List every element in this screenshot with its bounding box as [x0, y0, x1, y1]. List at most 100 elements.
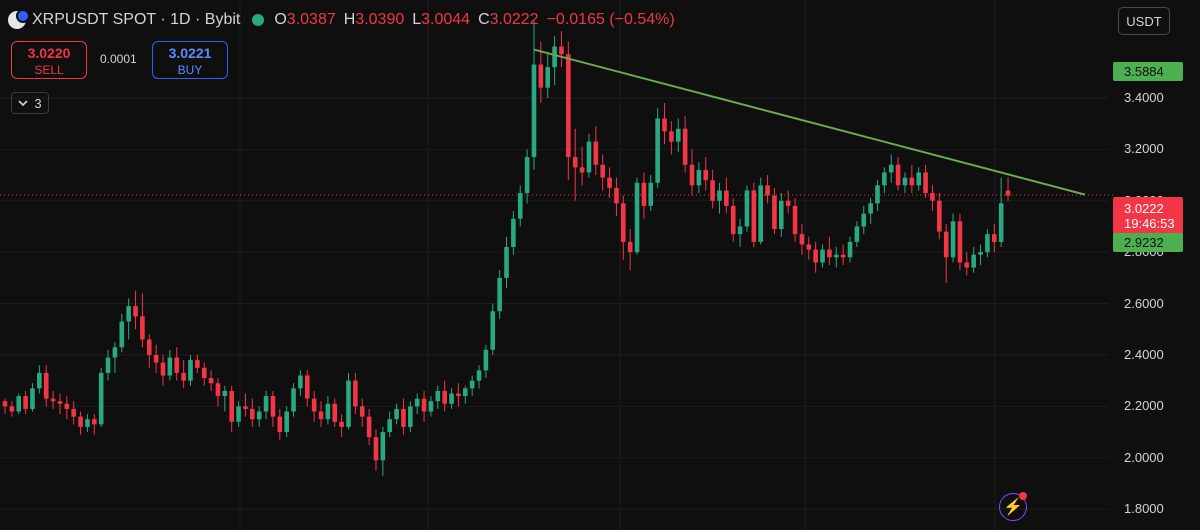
candle-body [304, 375, 310, 399]
candle-body [85, 419, 90, 427]
candle-body [703, 169, 709, 181]
candle-body [916, 172, 922, 186]
candle-body [497, 277, 502, 312]
candle-body [765, 185, 770, 196]
candle-body [174, 357, 180, 373]
candle-body [655, 118, 660, 183]
candle-body [201, 367, 207, 379]
candle-body [792, 205, 798, 235]
candle-body [160, 362, 166, 376]
candle-body [579, 167, 585, 173]
candle-body [923, 172, 928, 194]
sell-price: 3.0220 [27, 45, 71, 61]
candle-body [621, 203, 626, 242]
indicators-count: 3 [34, 95, 42, 111]
candle-body [964, 262, 970, 268]
candle-body [868, 203, 873, 214]
candle-body [250, 408, 255, 420]
candle-body [669, 131, 674, 142]
buy-label: BUY [177, 63, 203, 77]
candle-body [504, 247, 509, 278]
candle-body [627, 241, 633, 253]
candle-body [710, 180, 715, 201]
candle-body [545, 67, 551, 88]
candle-body [827, 249, 832, 258]
candle-body [779, 200, 784, 230]
candle-body [490, 311, 496, 350]
candle-body [806, 244, 812, 250]
candle-body [971, 254, 976, 268]
y-tick-label: 2.0000 [1124, 449, 1164, 465]
candle-body [332, 403, 338, 422]
y-tick-label: 3.4000 [1124, 89, 1164, 105]
y-tick-label: 3.2000 [1124, 141, 1164, 157]
candle-body [469, 380, 475, 389]
candle-body [339, 421, 344, 427]
candle-body [593, 141, 599, 165]
symbol-title[interactable]: XRPUSDT SPOT · 1D · Bybit [32, 11, 241, 28]
candle-body [311, 398, 317, 412]
market-status-icon[interactable] [252, 14, 265, 26]
countdown: 19:46:53 [1124, 216, 1175, 231]
close-value: 3.0222 [489, 11, 539, 28]
candle-body [78, 416, 83, 427]
candle-body [421, 398, 427, 412]
candle-body [930, 193, 935, 201]
candle-body [586, 141, 592, 173]
candle-body [401, 408, 406, 427]
candle-body [833, 254, 839, 258]
sell-button[interactable]: 3.0220 SELL [11, 41, 87, 79]
low-value: 3.0044 [421, 11, 471, 28]
high-value: 3.0390 [355, 11, 405, 28]
candle-body [359, 406, 365, 417]
candle-body [442, 390, 447, 404]
trendline-low-tag: 2.9232 [1113, 233, 1183, 252]
candle-body [291, 388, 296, 412]
candle-body [408, 406, 413, 427]
low-label: L [412, 11, 422, 28]
candle-body [346, 380, 351, 427]
candle-body [888, 164, 894, 173]
open-label: O [274, 11, 287, 28]
current-price-tag: 3.0222 19:46:53 [1113, 197, 1183, 235]
candle-body [208, 378, 214, 384]
candle-body [648, 182, 654, 206]
candle-body [456, 393, 461, 397]
candle-body [284, 411, 289, 433]
currency-button[interactable]: USDT [1118, 7, 1170, 35]
candle-body [689, 164, 695, 186]
buy-price: 3.0221 [168, 45, 212, 61]
candle-body [318, 411, 324, 420]
candle-body [9, 406, 15, 412]
candle-body [607, 177, 612, 188]
candle-body [229, 390, 235, 422]
candle-body [112, 347, 118, 358]
lightning-icon[interactable]: ⚡ [999, 492, 1027, 521]
candle-body [614, 187, 619, 204]
spread-value: 0.0001 [100, 52, 137, 66]
candle-body [875, 185, 880, 204]
candle-body [37, 372, 42, 389]
candle-body [126, 306, 131, 322]
indicators-toggle[interactable]: 3 [11, 92, 49, 114]
candle-body [105, 357, 111, 373]
candle-body [730, 205, 736, 235]
close-label: C [478, 11, 490, 28]
candle-body [524, 157, 530, 194]
candle-body [675, 128, 681, 142]
buy-button[interactable]: 3.0221 BUY [152, 41, 228, 79]
candle-body [428, 401, 434, 412]
candle-body [840, 254, 846, 258]
change-value: −0.0165 (−0.54%) [546, 11, 675, 28]
candle-body [462, 388, 468, 397]
candle-body [30, 388, 35, 409]
candle-body [634, 182, 640, 253]
candle-body [937, 200, 942, 232]
candle-body [167, 357, 173, 376]
current-price: 3.0222 [1124, 201, 1164, 216]
candle-body [572, 157, 578, 168]
open-value: 3.0387 [286, 11, 336, 28]
candle-body [140, 316, 145, 340]
notification-dot [1019, 492, 1027, 500]
